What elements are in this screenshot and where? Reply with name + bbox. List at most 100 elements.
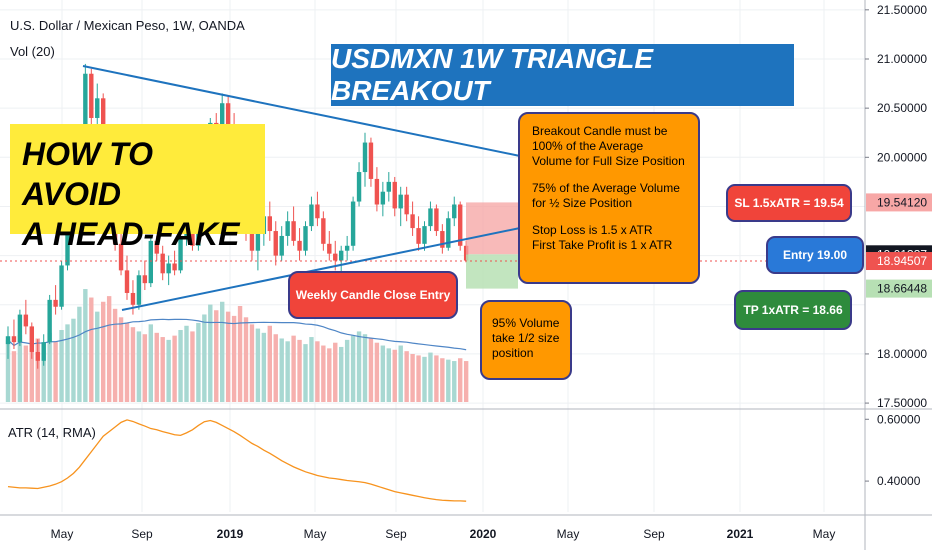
candle-body xyxy=(350,201,356,246)
atr-line xyxy=(7,419,467,502)
candle-body xyxy=(160,253,165,274)
howto-box: HOW TO AVOID A HEAD-FAKE xyxy=(10,124,265,252)
candle-body xyxy=(339,250,344,261)
candle-body xyxy=(166,263,171,274)
volume-bar xyxy=(315,341,320,402)
candle-body xyxy=(83,73,88,133)
candle-body xyxy=(285,221,290,236)
candle-body xyxy=(291,221,296,241)
volume-bar xyxy=(184,325,189,402)
volume-bar xyxy=(136,331,142,402)
howto-line-2: A HEAD-FAKE xyxy=(22,216,240,252)
entry-label: Entry 19.00 xyxy=(766,236,864,274)
upper-trendline xyxy=(82,65,521,157)
time-tick-label: May xyxy=(304,527,327,541)
time-tick-label: May xyxy=(51,527,74,541)
volume-bar xyxy=(89,297,94,402)
price-tag xyxy=(866,279,932,298)
volume-bar xyxy=(196,322,201,402)
volume-bar xyxy=(309,337,314,402)
candle-body xyxy=(446,218,451,248)
trade-overlays xyxy=(0,65,865,311)
candle-body xyxy=(190,224,195,246)
volume-bar xyxy=(202,314,207,402)
volume-bar xyxy=(422,356,427,402)
volume-bar xyxy=(59,330,64,402)
candle-body xyxy=(89,73,94,118)
candle-body xyxy=(124,270,130,293)
volume-bar xyxy=(237,306,243,402)
candle-body xyxy=(386,181,391,192)
candle-body xyxy=(416,228,421,244)
stop-loss-label: SL 1.5xATR = 19.54 xyxy=(726,184,852,222)
candle-body xyxy=(374,178,380,205)
candle-body xyxy=(344,245,350,251)
time-tick-label: Sep xyxy=(131,527,153,541)
volume-bar xyxy=(130,327,136,402)
price-tag-label: 18.94507 xyxy=(877,254,927,268)
candle-body xyxy=(53,299,58,307)
volume-bar xyxy=(154,332,159,402)
volume-bar xyxy=(53,341,58,402)
candle-body xyxy=(136,275,142,305)
volume-bar xyxy=(106,296,112,402)
candles xyxy=(5,63,469,369)
candle-body xyxy=(279,235,284,256)
time-tick-label: May xyxy=(557,527,580,541)
candle-body xyxy=(410,214,415,229)
volume-bar xyxy=(101,301,106,402)
time-tick-label: 2020 xyxy=(470,527,497,541)
candle-body xyxy=(321,218,326,244)
price-axis[interactable]: 17.50000 18.00000 20.00000 20.50000 21.00000… xyxy=(865,3,932,488)
candle-body xyxy=(41,342,46,361)
time-tick-label: Sep xyxy=(385,527,407,541)
volume-bar xyxy=(95,311,100,402)
volume-bar xyxy=(225,311,231,402)
volume-bar xyxy=(124,322,130,402)
candle-body xyxy=(434,208,439,232)
rule-2: 75% of the Average Volume for ½ Size Pos… xyxy=(532,181,680,210)
time-axis[interactable]: May Sep 2019 May Sep 2020 May Sep 2021 May xyxy=(51,527,836,541)
candle-body xyxy=(428,208,433,227)
candle-body xyxy=(47,299,52,343)
volume-bar xyxy=(11,351,17,402)
volume-bar xyxy=(71,318,76,402)
risk-zone xyxy=(466,202,518,255)
volume-bar xyxy=(333,342,338,402)
candle-body xyxy=(59,265,64,307)
volume-bar xyxy=(410,354,415,402)
axis-tick-label: 17.50000 xyxy=(877,396,927,410)
candle-body xyxy=(249,233,255,251)
volume-bar xyxy=(446,359,451,402)
candle-body xyxy=(148,240,153,284)
candle-body xyxy=(392,181,397,209)
candle-body xyxy=(118,243,124,271)
volume-bar xyxy=(386,348,391,402)
volume-bar xyxy=(190,331,195,402)
volume-bar xyxy=(291,335,296,402)
volume-bar xyxy=(243,317,249,402)
time-tick-label: Sep xyxy=(643,527,665,541)
axis-tick-label: 20.50000 xyxy=(877,101,927,115)
volume-bar xyxy=(160,337,165,402)
price-tag xyxy=(866,252,932,271)
rule-1: Breakout Candle must be 100% of the Aver… xyxy=(532,124,685,168)
volume-bar xyxy=(434,355,439,402)
volume-bar xyxy=(267,325,272,402)
volume-bar xyxy=(452,361,457,402)
lower-trendline xyxy=(121,227,521,311)
volume-bar xyxy=(178,330,183,402)
atr-axis-label: 0.40000 xyxy=(877,474,921,488)
candle-body xyxy=(309,204,314,227)
candle-body xyxy=(65,231,70,266)
volume-bar xyxy=(47,332,52,402)
candle-body xyxy=(5,336,11,345)
volume-bar xyxy=(220,301,225,402)
volume-bar xyxy=(249,324,255,402)
atr-axis-label: 0.60000 xyxy=(877,412,921,426)
howto-line-1: HOW TO AVOID xyxy=(22,136,153,212)
price-tag-label: 18.66448 xyxy=(877,282,927,296)
candle-body xyxy=(452,204,457,219)
volume-bar xyxy=(118,317,124,402)
